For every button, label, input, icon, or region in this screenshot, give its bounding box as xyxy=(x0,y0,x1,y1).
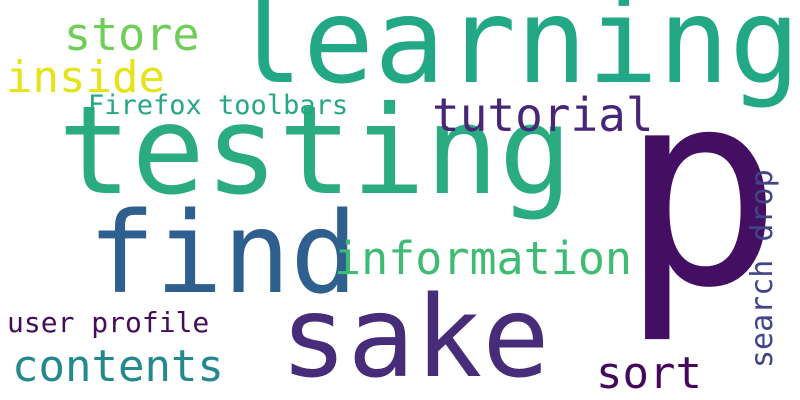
word-testing: testing xyxy=(58,80,573,222)
word-search-drop: search drop xyxy=(745,169,780,368)
word-p: p xyxy=(620,32,783,347)
word-tutorial: tutorial xyxy=(432,88,654,142)
word-user-profile: user profile xyxy=(7,306,210,339)
word-store: store xyxy=(64,8,200,61)
word-inside: inside xyxy=(6,52,165,103)
word-learning: learning xyxy=(232,0,800,110)
word-information: information xyxy=(334,232,633,285)
word-sake: sake xyxy=(280,273,550,400)
word-contents: contents xyxy=(12,341,224,392)
word-find: find xyxy=(88,189,358,319)
word-firefox-toolbars: Firefox toolbars xyxy=(88,90,349,121)
word-sort: sort xyxy=(596,348,702,399)
